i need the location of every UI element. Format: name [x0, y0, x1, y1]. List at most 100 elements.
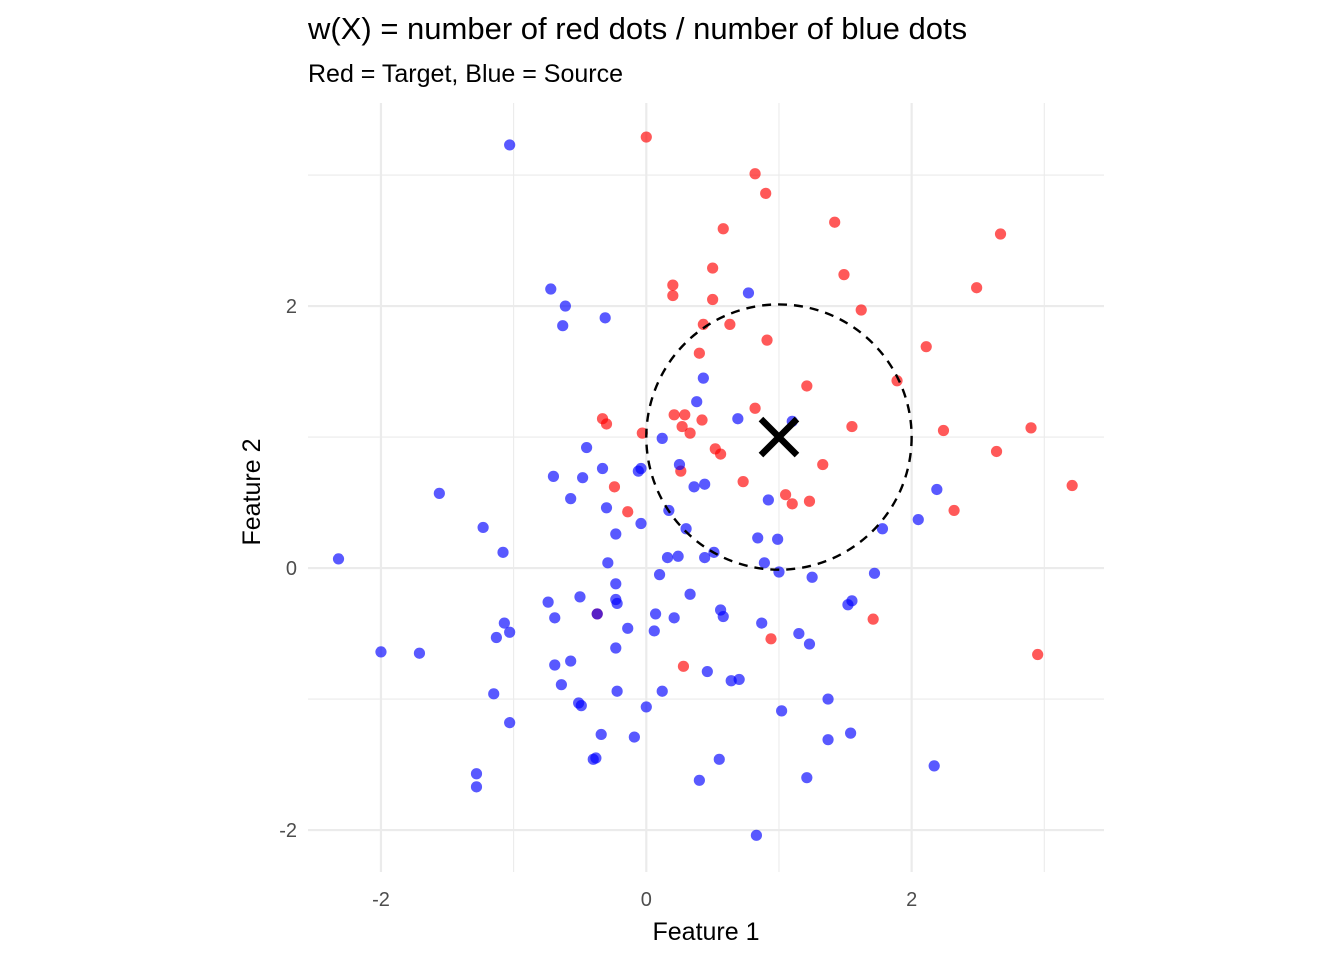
source-point	[610, 528, 622, 540]
neighborhood-circle	[645, 303, 913, 571]
x-tick-label: 0	[641, 889, 652, 911]
target-point	[817, 458, 829, 471]
source-point	[581, 441, 593, 454]
source-point	[477, 521, 489, 534]
source-point	[793, 627, 805, 640]
source-point	[684, 588, 696, 600]
source-point	[691, 396, 703, 408]
source-point	[555, 679, 567, 691]
source-point	[611, 685, 623, 697]
source-point	[504, 717, 516, 729]
target-point	[749, 168, 761, 180]
source-point	[842, 599, 854, 611]
source-point	[575, 700, 587, 712]
source-point	[912, 513, 924, 526]
target-point	[855, 304, 867, 316]
source-point	[565, 493, 577, 505]
target-point	[920, 341, 932, 353]
y-tick-label: -2	[279, 820, 297, 842]
target-point	[684, 427, 696, 439]
target-point	[676, 420, 688, 433]
source-point	[635, 517, 647, 530]
source-point	[470, 768, 483, 780]
source-point	[587, 753, 599, 765]
target-point	[668, 409, 680, 421]
source-point	[591, 608, 603, 620]
grid	[308, 103, 1104, 872]
source-point	[549, 612, 561, 624]
source-point	[801, 772, 813, 784]
target-point	[1025, 422, 1037, 434]
source-point	[559, 300, 571, 312]
target-point	[724, 318, 736, 330]
x-axis-title: Feature 1	[652, 918, 759, 946]
source-point	[542, 596, 554, 608]
target-point	[990, 445, 1003, 458]
target-point	[717, 223, 729, 235]
source-point	[699, 551, 711, 564]
source-point	[806, 571, 818, 583]
source-point	[504, 626, 516, 638]
source-point	[868, 567, 881, 579]
chart-title: w(X) = number of red dots / number of bl…	[307, 11, 967, 46]
target-point	[679, 409, 691, 421]
source-point	[596, 462, 609, 475]
source-point	[822, 693, 834, 705]
query-point-x-marker	[758, 416, 800, 458]
source-point	[756, 617, 768, 629]
target-point	[677, 660, 690, 672]
source-point	[762, 494, 774, 506]
chart-subtitle: Red = Target, Blue = Source	[308, 60, 623, 88]
source-point	[822, 734, 834, 746]
target-point	[667, 279, 679, 291]
target-point	[707, 293, 719, 306]
source-point	[611, 597, 623, 610]
target-point	[994, 228, 1007, 240]
target-point	[829, 216, 841, 228]
source-point	[375, 646, 387, 658]
source-point	[628, 731, 640, 743]
source-point	[557, 320, 569, 332]
source-point	[845, 727, 857, 739]
source-point	[497, 546, 509, 558]
target-point	[693, 347, 705, 359]
target-point	[1066, 479, 1078, 492]
source-point	[732, 413, 744, 425]
target-point	[640, 131, 652, 143]
overlay	[645, 303, 913, 571]
source-point	[595, 728, 607, 741]
source-point	[876, 523, 889, 535]
target-point	[786, 498, 798, 510]
target-point	[765, 633, 777, 645]
source-point	[699, 478, 711, 490]
x-tick-label: 2	[906, 889, 917, 911]
target-point	[714, 448, 727, 460]
source-point	[680, 523, 692, 535]
target-point	[749, 402, 761, 414]
target-point	[608, 481, 621, 493]
target-point	[696, 414, 708, 426]
target-point	[867, 613, 879, 625]
target-point	[801, 380, 813, 392]
source-point	[688, 481, 700, 493]
target-point	[1032, 648, 1044, 661]
source-point	[577, 472, 589, 484]
source-point	[565, 655, 577, 667]
source-point	[693, 774, 705, 786]
source-point	[697, 372, 709, 384]
source-point	[610, 642, 622, 654]
target-point	[948, 504, 960, 517]
target-point	[622, 506, 634, 518]
source-point	[488, 688, 500, 700]
source-point	[717, 610, 729, 623]
source-point	[470, 781, 483, 793]
source-point	[504, 139, 516, 151]
target-point	[737, 476, 749, 488]
tick-labels: -2 0 2 -2 0 2	[279, 296, 917, 911]
y-axis-title: Feature 2	[238, 438, 266, 545]
source-point	[498, 617, 510, 629]
source-point	[653, 569, 666, 581]
source-point	[803, 638, 816, 650]
target-point	[971, 282, 983, 294]
points	[332, 131, 1078, 841]
